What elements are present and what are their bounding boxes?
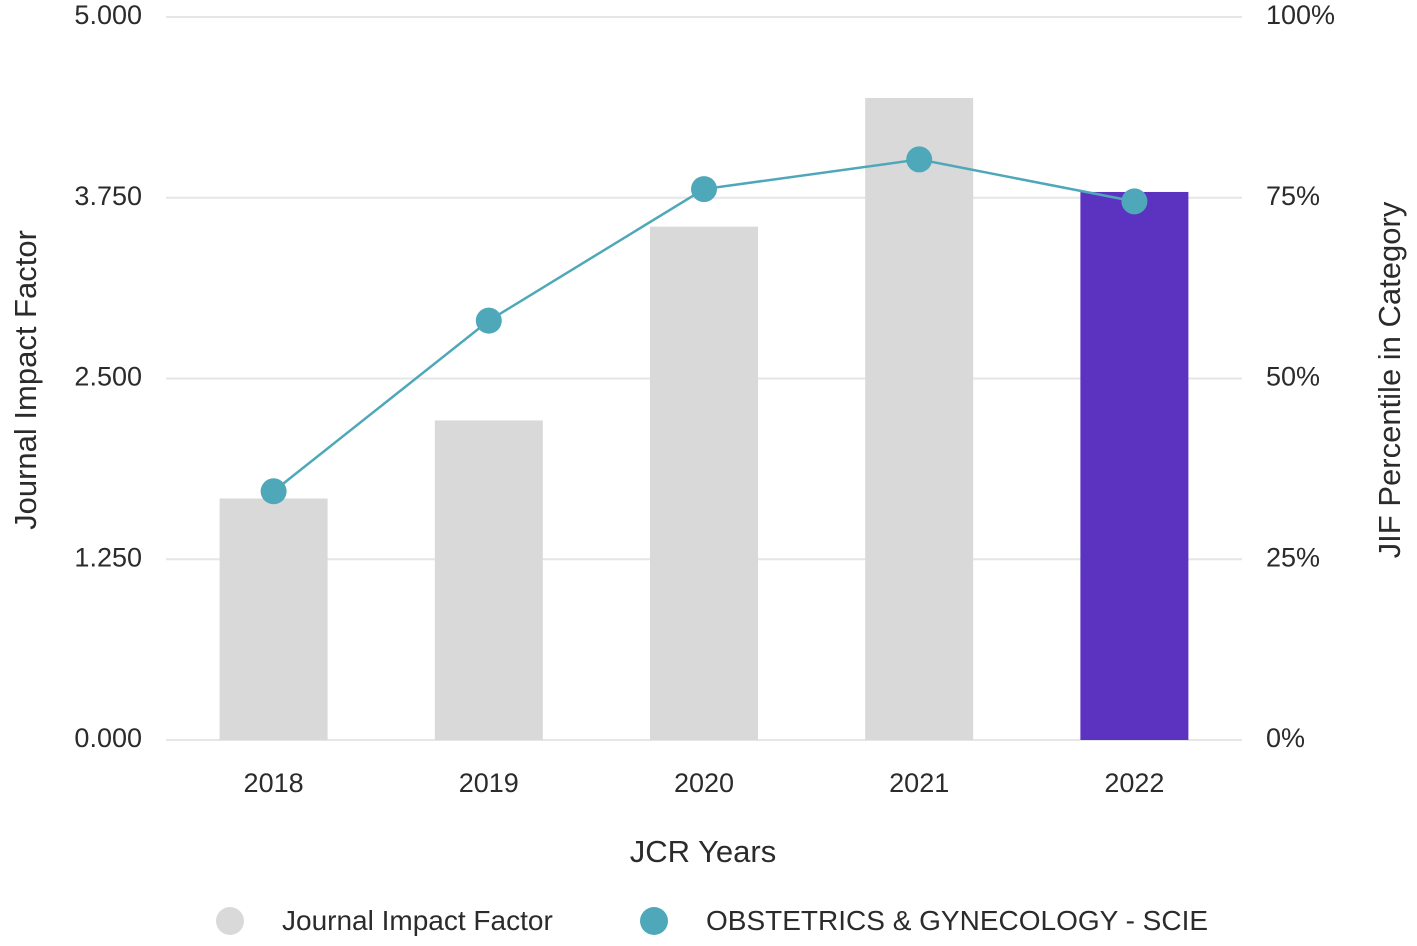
percentile-point-2021[interactable] — [906, 146, 933, 173]
legend-marker-category — [640, 907, 668, 935]
right-axis-ticks: 0% 25% 50% 75% 100% — [1266, 0, 1335, 753]
y-tick-label: 2.500 — [74, 362, 142, 392]
legend-marker-jif — [216, 907, 244, 935]
legend-item-category[interactable]: OBSTETRICS & GYNECOLOGY - SCIE — [640, 896, 1208, 946]
legend-item-jif[interactable]: Journal Impact Factor — [216, 896, 553, 946]
x-tick-label: 2018 — [244, 768, 304, 798]
x-axis-title: JCR Years — [630, 834, 776, 869]
y-right-tick-label: 25% — [1266, 542, 1320, 572]
percentile-point-2020[interactable] — [691, 176, 717, 203]
x-tick-label: 2019 — [459, 768, 519, 798]
y-axis-title: Journal Impact Factor — [8, 230, 43, 530]
bar-series — [219, 97, 1189, 741]
y-right-tick-label: 100% — [1266, 0, 1335, 30]
chart: 0.000 1.250 2.500 3.750 5.000 0% 25% 50% 75% 100… — [8, 0, 1407, 869]
bar-2020[interactable] — [650, 226, 758, 741]
x-tick-label: 2022 — [1104, 768, 1164, 798]
bar-2019[interactable] — [434, 420, 543, 740]
legend-label-category: OBSTETRICS & GYNECOLOGY - SCIE — [706, 905, 1209, 936]
y-tick-label: 0.000 — [74, 723, 142, 753]
percentile-point-2018[interactable] — [260, 478, 287, 505]
x-tick-label: 2021 — [889, 768, 949, 798]
line-series — [260, 146, 1148, 505]
y-axis-right-title: JIF Percentile in Category — [1372, 201, 1407, 558]
y-tick-label: 5.000 — [74, 0, 142, 30]
bar-2022[interactable] — [1080, 191, 1189, 740]
legend-label-jif: Journal Impact Factor — [282, 905, 553, 936]
y-right-tick-label: 50% — [1266, 362, 1320, 392]
x-tick-label: 2020 — [674, 768, 734, 798]
legend: Journal Impact Factor OBSTETRICS & GYNEC… — [0, 896, 1417, 946]
bar-2021[interactable] — [865, 97, 974, 740]
bar-2018[interactable] — [219, 498, 328, 740]
y-tick-label: 1.250 — [74, 542, 142, 572]
left-axis-ticks: 0.000 1.250 2.500 3.750 5.000 — [74, 0, 142, 753]
x-axis-ticks: 2018 2019 2020 2021 2022 — [244, 768, 1165, 798]
percentile-point-2019[interactable] — [475, 307, 502, 334]
y-tick-label: 3.750 — [74, 181, 142, 211]
y-right-tick-label: 75% — [1266, 181, 1320, 211]
y-right-tick-label: 0% — [1266, 723, 1305, 753]
percentile-point-2022[interactable] — [1121, 188, 1148, 215]
